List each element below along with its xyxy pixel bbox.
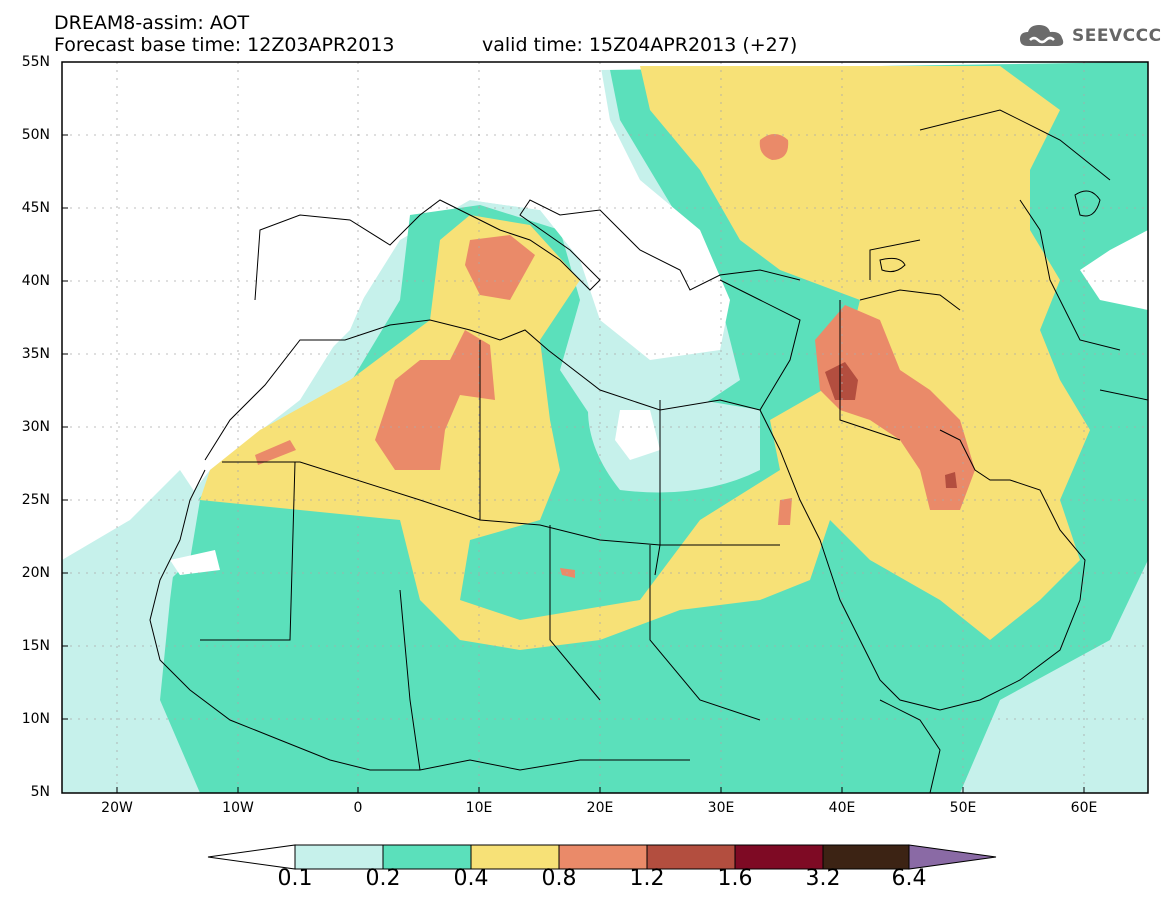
- colorbar-label: 1.6: [717, 866, 753, 891]
- lat-label-5n: 5N: [30, 784, 50, 800]
- colorbar-bin-1: [294, 844, 384, 870]
- aot-fields: [62, 62, 1148, 793]
- valid-time: valid time: 15Z04APR2013 (+27): [482, 34, 798, 56]
- colorbar-label: 6.4: [891, 866, 927, 891]
- lat-label-55n: 55N: [21, 54, 50, 70]
- colorbar-label: 0.4: [453, 866, 489, 891]
- coastlines: [149, 109, 1148, 793]
- title-line-1: DREAM8-assim: AOT: [54, 12, 250, 34]
- cloud-icon: [1020, 25, 1064, 46]
- lat-label-45n: 45N: [21, 200, 50, 216]
- lat-label-15n: 15N: [21, 638, 50, 654]
- colorbar-bin-7: [822, 844, 910, 870]
- graticule: [62, 62, 1148, 793]
- lon-label-10w: 10W: [222, 800, 254, 816]
- logo-text: SEEVCCC: [1072, 26, 1162, 46]
- aot-band-0.4: [200, 66, 1090, 650]
- lon-label-20w: 20W: [101, 800, 133, 816]
- colorbar-bin-3: [470, 844, 560, 870]
- lon-label-30e: 30E: [707, 800, 735, 816]
- lat-label-50n: 50N: [21, 127, 50, 143]
- lat-label-25n: 25N: [21, 492, 50, 508]
- colorbar-label: 0.8: [541, 866, 577, 891]
- lat-label-30n: 30N: [21, 419, 50, 435]
- colorbar: [207, 844, 997, 870]
- lat-label-20n: 20N: [21, 565, 50, 581]
- lat-label-40n: 40N: [21, 273, 50, 289]
- colorbar-bin-6: [734, 844, 824, 870]
- aot-band-1.2: [825, 362, 858, 400]
- lon-label-20e: 20E: [586, 800, 614, 816]
- colorbar-label: 0.1: [277, 866, 313, 891]
- aot-band-0.8: [465, 235, 535, 300]
- seevccc-logo: SEEVCCC: [1018, 22, 1162, 50]
- lon-label-50e: 50E: [949, 800, 977, 816]
- title-line-2: Forecast base time: 12Z03APR2013: [54, 34, 395, 56]
- lon-label-60e: 60E: [1070, 800, 1098, 816]
- lat-label-10n: 10N: [21, 711, 50, 727]
- lon-label-0: 0: [353, 800, 363, 816]
- colorbar-bin-5: [646, 844, 736, 870]
- colorbar-label: 1.2: [629, 866, 665, 891]
- colorbar-label: 3.2: [805, 866, 841, 891]
- lon-label-10e: 10E: [465, 800, 493, 816]
- lon-label-40e: 40E: [828, 800, 856, 816]
- colorbar-over: [908, 844, 997, 870]
- lat-label-35n: 35N: [21, 346, 50, 362]
- colorbar-label: 0.2: [365, 866, 401, 891]
